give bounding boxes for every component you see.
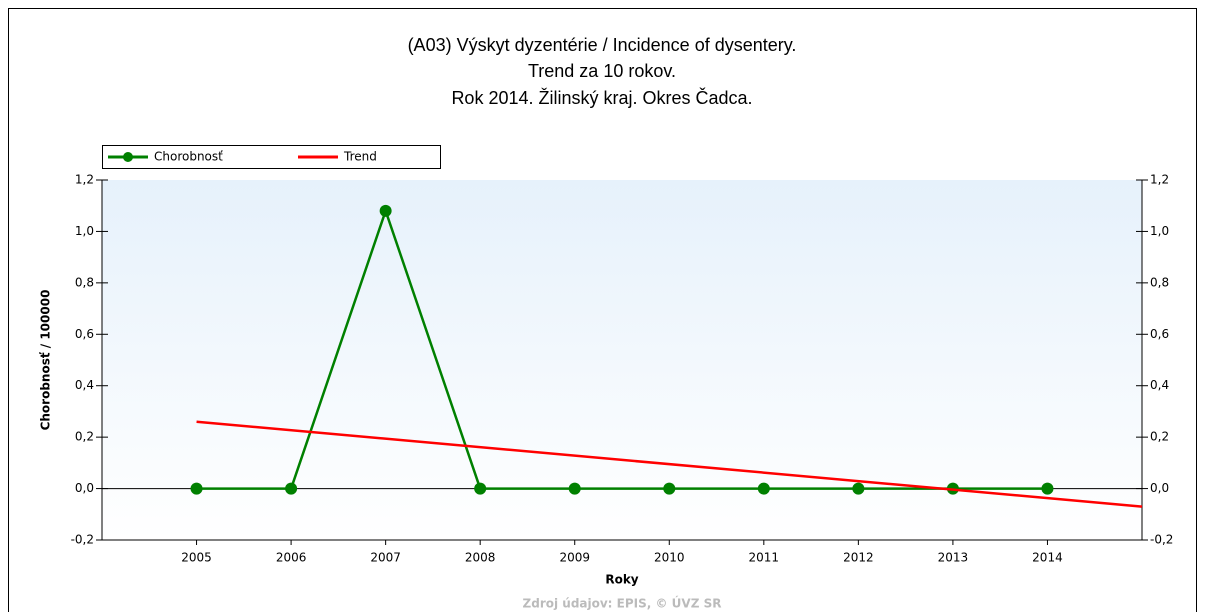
y-tick-label: 0,4	[1150, 378, 1169, 392]
y-tick-label: 0,0	[1150, 481, 1169, 495]
y-tick-label: 0,4	[75, 378, 94, 392]
point	[852, 482, 865, 495]
y-tick-label: 0,0	[75, 481, 94, 495]
legend-box	[102, 145, 441, 169]
point	[285, 482, 298, 495]
x-tick-label: 2007	[370, 551, 401, 565]
point	[568, 482, 581, 495]
x-tick-label: 2014	[1032, 551, 1063, 565]
y-tick-label: 1,0	[1150, 224, 1169, 238]
y-tick-label: 0,2	[1150, 430, 1169, 444]
legend-swatch	[123, 152, 133, 162]
series-line	[196, 206, 1048, 490]
chart-title: Trend za 10 rokov.	[528, 61, 676, 81]
series-line	[196, 420, 1143, 508]
point	[663, 482, 676, 495]
y-tick-label: 0,6	[1150, 327, 1169, 341]
y-tick-label: 1,2	[75, 173, 94, 187]
y-axis-label: Chorobnosť / 100000	[39, 290, 53, 431]
point	[190, 482, 203, 495]
x-tick-label: 2011	[749, 551, 780, 565]
plot-area	[102, 180, 1142, 540]
x-tick-label: 2006	[276, 551, 307, 565]
y-tick-label: -0,2	[1150, 533, 1173, 547]
x-tick-label: 2012	[843, 551, 874, 565]
x-tick-label: 2010	[654, 551, 685, 565]
point	[757, 482, 770, 495]
chart-title: Rok 2014. Žilinský kraj. Okres Čadca.	[451, 87, 752, 108]
x-tick-label: 2013	[938, 551, 969, 565]
point	[1041, 482, 1054, 495]
x-tick-label: 2008	[465, 551, 496, 565]
point	[474, 482, 487, 495]
point	[379, 204, 392, 217]
legend-label: Chorobnosť	[154, 150, 223, 164]
x-tick-label: 2005	[181, 551, 212, 565]
chart-title: (A03) Výskyt dyzentérie / Incidence of d…	[408, 35, 797, 55]
y-tick-label: 1,2	[1150, 173, 1169, 187]
y-tick-label: 0,2	[75, 430, 94, 444]
x-axis-label: Roky	[605, 573, 638, 587]
source: Zdroj údajov: EPIS, © ÚVZ SR	[523, 596, 722, 611]
y-tick-label: 0,8	[1150, 275, 1169, 289]
y-tick-label: -0,2	[71, 533, 94, 547]
y-tick-label: 0,6	[75, 327, 94, 341]
y-tick-label: 0,8	[75, 275, 94, 289]
x-tick-label: 2009	[559, 551, 590, 565]
legend-label: Trend	[343, 150, 377, 164]
y-tick-label: 1,0	[75, 224, 94, 238]
